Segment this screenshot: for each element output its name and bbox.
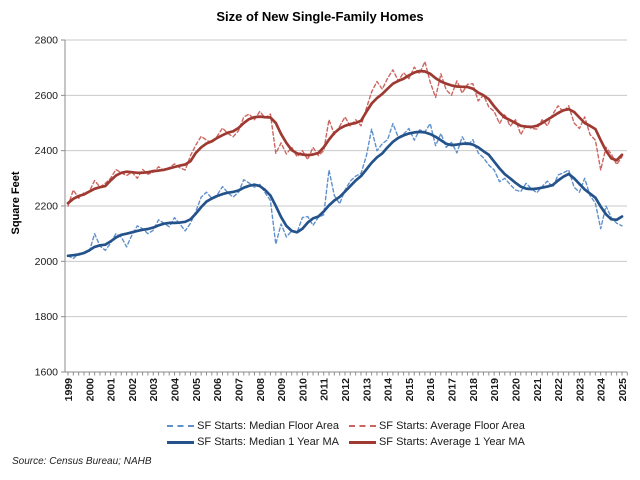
- legend-line-median-1yr-ma-icon: [167, 440, 195, 444]
- y-tick-label: 1800: [35, 311, 59, 323]
- chart-title: Size of New Single-Family Homes: [216, 9, 424, 24]
- x-tick-label: 2021: [532, 378, 544, 402]
- y-tick-label: 2600: [35, 90, 59, 102]
- x-tick-label: 1999: [63, 378, 75, 402]
- x-tick-label: 2020: [510, 378, 522, 402]
- y-tick-label: 2000: [35, 256, 59, 268]
- x-tick-label: 2006: [212, 378, 224, 402]
- x-tick-label: 2016: [425, 378, 437, 402]
- y-tick-label: 2800: [35, 35, 59, 47]
- source-note: Source: Census Bureau; NAHB: [12, 456, 152, 467]
- legend-line-average-1yr-ma-icon: [348, 440, 376, 444]
- x-tick-label: 2013: [361, 378, 373, 402]
- x-tick-label: 2015: [404, 378, 416, 402]
- legend-item-median-floor-area: SF Starts: Median Floor Area: [167, 420, 339, 432]
- x-tick-label: 2003: [148, 378, 160, 402]
- y-tick-label: 1600: [35, 367, 59, 379]
- legend-label: SF Starts: Median Floor Area: [197, 420, 339, 432]
- x-tick-label: 2007: [233, 378, 245, 402]
- legend-item-average-floor-area: SF Starts: Average Floor Area: [348, 420, 525, 432]
- legend-row-moving-average: SF Starts: Median 1 Year MA SF Starts: A…: [167, 436, 525, 448]
- y-tick-label: 2200: [35, 201, 59, 213]
- x-tick-label: 2000: [84, 378, 96, 402]
- legend-label: SF Starts: Average 1 Year MA: [378, 436, 525, 448]
- legend-line-median-floor-area-icon: [167, 425, 195, 427]
- x-tick-label: 2025: [617, 378, 629, 402]
- x-tick-label: 2017: [447, 378, 459, 402]
- legend-label: SF Starts: Median 1 Year MA: [197, 436, 339, 448]
- x-tick-label: 2008: [255, 378, 267, 402]
- x-tick-label: 2001: [106, 378, 118, 402]
- legend: SF Starts: Median Floor Area SF Starts: …: [65, 420, 627, 448]
- x-tick-label: 2010: [297, 378, 309, 402]
- x-tick-label: 2011: [319, 378, 331, 401]
- y-tick-label: 2400: [35, 145, 59, 157]
- x-tick-label: 2012: [340, 378, 352, 402]
- legend-item-median-1yr-ma: SF Starts: Median 1 Year MA: [167, 436, 339, 448]
- legend-line-average-floor-area-icon: [348, 425, 376, 427]
- series-line-4: [66, 69, 624, 205]
- series-line-3: [66, 130, 624, 258]
- legend-item-average-1yr-ma: SF Starts: Average 1 Year MA: [348, 436, 525, 448]
- x-tick-label: 2014: [383, 378, 395, 402]
- x-tick-label: 2023: [574, 378, 586, 402]
- x-tick-label: 2019: [489, 378, 501, 402]
- legend-label: SF Starts: Average Floor Area: [378, 420, 525, 432]
- x-tick-label: 2004: [170, 378, 182, 402]
- legend-row-quarterly: SF Starts: Median Floor Area SF Starts: …: [167, 420, 525, 432]
- x-tick-label: 2024: [596, 378, 608, 402]
- series-line-2: [67, 60, 623, 207]
- x-tick-label: 2002: [127, 378, 139, 402]
- x-tick-label: 2009: [276, 378, 288, 402]
- x-tick-label: 2005: [191, 378, 203, 402]
- x-tick-label: 2022: [553, 378, 565, 402]
- x-tick-label: 2018: [468, 378, 480, 402]
